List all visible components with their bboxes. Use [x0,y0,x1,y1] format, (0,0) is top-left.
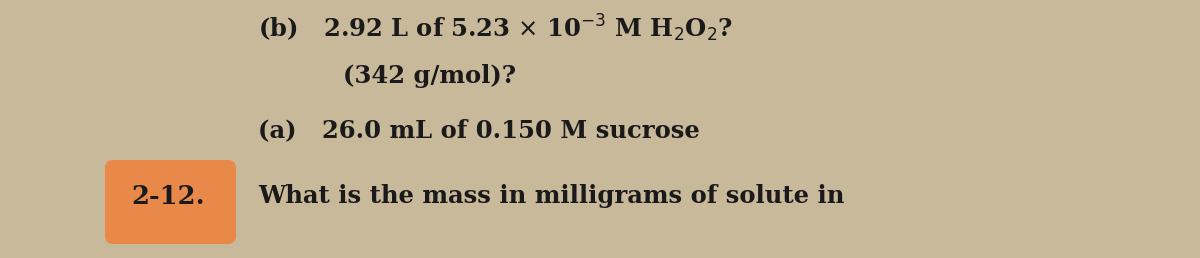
Text: 2-12.: 2-12. [131,183,205,208]
FancyBboxPatch shape [106,160,236,244]
Text: (b)   2.92 L of 5.23 $\times$ 10$^{-3}$ M H$_2$O$_2$?: (b) 2.92 L of 5.23 $\times$ 10$^{-3}$ M … [258,12,733,44]
Text: (342 g/mol)?: (342 g/mol)? [258,64,516,88]
Text: (a)   26.0 mL of 0.150 M sucrose: (a) 26.0 mL of 0.150 M sucrose [258,118,700,142]
Text: What is the mass in milligrams of solute in: What is the mass in milligrams of solute… [258,184,845,208]
